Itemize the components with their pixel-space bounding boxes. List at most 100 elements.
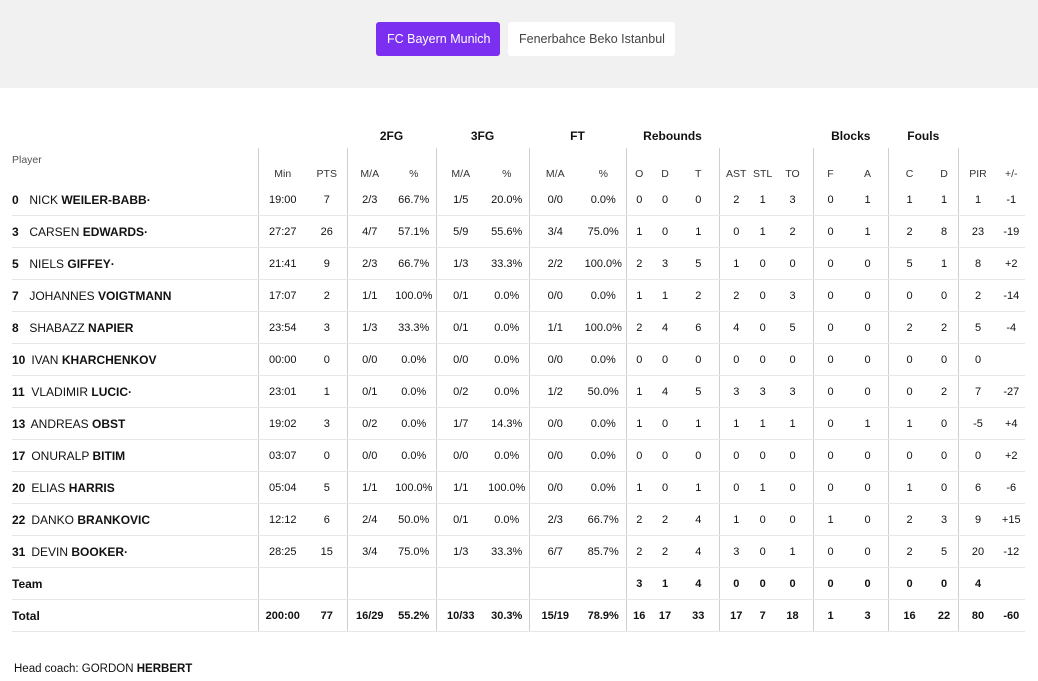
stat-pts: 3 [307, 407, 347, 440]
stat-to: 0 [772, 247, 814, 280]
group-rebounds: Rebounds [643, 129, 702, 143]
stat-reb-d: 0 [652, 407, 678, 440]
stat-stl: 0 [753, 439, 773, 472]
player-last-name: BRANKOVIC [77, 512, 151, 527]
player-cell[interactable]: 0 NICK WEILER-BABB· [12, 184, 258, 216]
player-cell[interactable]: 22 DANKO BRANKOVIC [12, 503, 258, 536]
stat-ast: 3 [718, 535, 753, 568]
stat-ft-pct: 0.0% [581, 279, 626, 312]
total-stat-foul-c: 16 [887, 599, 931, 632]
stat-fg3-pct: 0.0% [485, 503, 529, 536]
stat-fg2-ma: 0/0 [346, 439, 392, 472]
stat-stl: 3 [753, 375, 773, 408]
empty-cell [997, 567, 1026, 600]
stat-fg3-ma: 1/7 [435, 407, 485, 440]
player-row[interactable]: 0 NICK WEILER-BABB· 19:00 7 2/3 66.7% 1/5 20.0… [12, 184, 1026, 216]
stat-ft-ma: 0/0 [528, 279, 581, 312]
stat-reb-t: 0 [678, 439, 719, 472]
player-first-name: DANKO [31, 512, 75, 527]
stat-reb-o: 2 [625, 535, 652, 568]
starter-marker: · [144, 224, 149, 239]
stat-fg2-pct: 0.0% [392, 407, 436, 440]
col-ast: AST [718, 148, 753, 184]
player-cell[interactable]: 3 CARSEN EDWARDS· [12, 215, 258, 248]
group-2fg: 2FG [379, 129, 404, 143]
team-label: Team [12, 567, 258, 600]
col-ft-ma: M/A [528, 148, 581, 184]
stat-fg2-ma: 4/7 [346, 215, 392, 248]
stat-pts: 26 [307, 215, 347, 248]
player-row[interactable]: 17 ONURALP BITIM 03:07 0 0/0 0.0% 0/0 0.0% 0/0 0… [12, 439, 1026, 472]
stat-min: 27:27 [257, 215, 307, 248]
team-stat-stl: 0 [753, 567, 773, 600]
tab-fc-bayern-munich[interactable]: FC Bayern Munich [376, 22, 500, 56]
stat-pir: 0 [957, 439, 998, 472]
player-first-name: SHABAZZ [29, 320, 85, 335]
stat-pir: 9 [957, 503, 998, 536]
player-cell[interactable]: 20 ELIAS HARRIS [12, 471, 258, 504]
team-row: Team 3 1 4 0 0 0 0 0 0 0 4 [12, 567, 1026, 600]
col-blk-a: A [864, 168, 872, 180]
stat-foul-c: 0 [887, 279, 931, 312]
stat-fg3-pct: 0.0% [485, 311, 529, 344]
player-cell[interactable]: 7 JOHANNES VOIGTMANN [12, 279, 258, 312]
head-coach-label: Head coach: [14, 663, 79, 675]
total-stat-to: 18 [772, 599, 814, 632]
team-stat-reb-o: 3 [625, 567, 652, 600]
stat-fg2-ma: 3/4 [346, 535, 392, 568]
col-min: Min [257, 148, 307, 184]
stat-fg3-pct: 20.0% [485, 184, 529, 216]
stat-plus-minus: +15 [997, 503, 1026, 536]
tab-fenerbahce-beko-istanbul[interactable]: Fenerbahce Beko Istanbul [508, 22, 675, 56]
group-blocks: Blocks [831, 129, 871, 143]
stat-blk-f: 0 [812, 535, 848, 568]
player-cell[interactable]: 8 SHABAZZ NAPIER [12, 311, 258, 344]
player-number: 31 [12, 544, 26, 559]
stat-blk-f: 0 [812, 311, 848, 344]
stat-fg3-pct: 0.0% [485, 279, 529, 312]
team-tabs-bar: FC Bayern Munich Fenerbahce Beko Istanbu… [0, 0, 1038, 88]
player-cell[interactable]: 17 ONURALP BITIM [12, 439, 258, 472]
player-first-name: IVAN [31, 352, 59, 367]
stat-foul-d: 8 [930, 215, 959, 248]
stat-blk-a: 1 [847, 184, 889, 216]
player-cell[interactable]: 13 ANDREAS OBST [12, 407, 258, 440]
empty-cell [346, 567, 392, 600]
stat-ft-ma: 6/7 [528, 535, 581, 568]
stat-ft-ma: 0/0 [528, 407, 581, 440]
player-cell[interactable]: 11 VLADIMIR LUCIC· [12, 375, 258, 408]
player-row[interactable]: 13 ANDREAS OBST 19:02 3 0/2 0.0% 1/7 14.3% 0/0 0… [12, 407, 1026, 440]
player-cell[interactable]: 10 IVAN KHARCHENKOV [12, 343, 258, 376]
player-row[interactable]: 20 ELIAS HARRIS 05:04 5 1/1 100.0% 1/1 100.0% 0… [12, 471, 1026, 504]
player-last-name: VOIGTMANN [98, 288, 172, 303]
stat-plus-minus: -14 [997, 279, 1026, 312]
stat-ft-ma: 2/2 [528, 247, 581, 280]
player-row[interactable]: 31 DEVIN BOOKER· 28:25 15 3/4 75.0% 1/3 33.3% 6… [12, 535, 1026, 568]
stat-fg2-pct: 100.0% [392, 279, 436, 312]
player-row[interactable]: 8 SHABAZZ NAPIER 23:54 3 1/3 33.3% 0/1 0.0% 1/1… [12, 311, 1026, 344]
total-stat-min: 200:00 [257, 599, 307, 632]
stat-to: 0 [772, 503, 814, 536]
stat-to: 2 [772, 215, 814, 248]
stat-reb-t: 4 [678, 535, 719, 568]
stat-foul-c: 2 [887, 535, 931, 568]
player-row[interactable]: 22 DANKO BRANKOVIC 12:12 6 2/4 50.0% 0/1 0.0% 2… [12, 503, 1026, 536]
player-row[interactable]: 3 CARSEN EDWARDS· 27:27 26 4/7 57.1% 5/9 55.6%… [12, 215, 1026, 248]
stat-reb-d: 4 [652, 311, 678, 344]
player-row[interactable]: 10 IVAN KHARCHENKOV 00:00 0 0/0 0.0% 0/0 0.0% 0… [12, 343, 1026, 376]
stat-reb-o: 1 [625, 215, 652, 248]
player-row[interactable]: 7 JOHANNES VOIGTMANN 17:07 2 1/1 100.0% 0/1 0.… [12, 279, 1026, 312]
player-cell[interactable]: 31 DEVIN BOOKER· [12, 535, 258, 568]
team-stat-pir: 4 [957, 567, 998, 600]
team-stat-reb-d: 1 [652, 567, 678, 600]
player-row[interactable]: 11 VLADIMIR LUCIC· 23:01 1 0/1 0.0% 0/2 0.0% 1/… [12, 375, 1026, 408]
stat-ast: 0 [718, 215, 753, 248]
col-3fg-pct: % [502, 168, 512, 180]
player-number: 17 [12, 448, 26, 463]
player-number: 3 [12, 224, 19, 239]
player-row[interactable]: 5 NIELS GIFFEY· 21:41 9 2/3 66.7% 1/3 33.3% 2/2… [12, 247, 1026, 280]
stat-reb-o: 2 [625, 311, 652, 344]
player-cell[interactable]: 5 NIELS GIFFEY· [12, 247, 258, 280]
total-stat-fg2-pct: 55.2% [392, 599, 436, 632]
stat-ft-ma: 2/3 [528, 503, 581, 536]
